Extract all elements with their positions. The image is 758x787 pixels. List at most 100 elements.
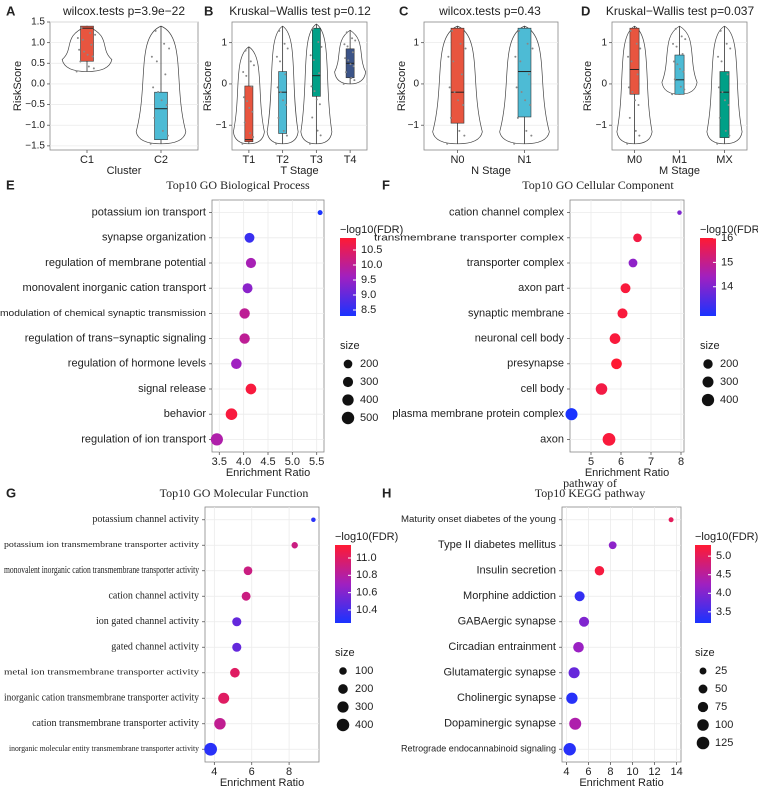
panel-d-xlabel: M Stage xyxy=(659,165,700,177)
panel-f-dot xyxy=(565,408,578,421)
panel-h-dot xyxy=(568,667,580,679)
panel-e-term-label: regulation of hormone levels xyxy=(68,358,207,370)
panel-c-point xyxy=(458,129,461,132)
panel-c-point xyxy=(446,142,449,145)
panel-b-point xyxy=(311,116,314,119)
panel-g-dot xyxy=(214,718,226,730)
panel-g-term-label: gated channel activity xyxy=(111,642,199,653)
panel-b-point xyxy=(317,41,320,44)
panel-e-xtick-label: 3.5 xyxy=(212,456,227,468)
panel-b-ylabel: RiskScore xyxy=(202,61,214,111)
panel-a-point xyxy=(91,55,94,58)
panel-b-point xyxy=(315,98,318,101)
panel-e-color-legend-title: −log10(FDR) xyxy=(340,224,403,236)
panel-h-term-label: Cholinergic synapse xyxy=(457,692,556,704)
panel-c-point xyxy=(526,42,529,45)
panel-d-point xyxy=(719,29,722,32)
panel-g-dot xyxy=(218,692,230,704)
panel-d-point xyxy=(726,73,729,76)
panel-f-term-label: transmembrane transporter complex xyxy=(374,232,564,243)
panel-h-term-label: Circadian entrainment xyxy=(448,641,556,653)
panel-h-dot xyxy=(569,717,582,730)
panel-g-size-key-label: 300 xyxy=(355,701,373,713)
panel-b-point xyxy=(248,106,251,109)
panel-e-color-tick-label: 9.5 xyxy=(361,274,376,286)
panel-g-term-label: potassium channel activity xyxy=(92,514,199,525)
panel-b-xtick-label: T2 xyxy=(276,154,289,166)
panel-c-point xyxy=(453,91,456,94)
panel-b-point xyxy=(344,71,347,74)
panel-f-xtick-label: 5 xyxy=(588,456,594,468)
panel-g-dot xyxy=(232,617,242,627)
panel-b-point xyxy=(283,42,286,45)
panel-b-point xyxy=(353,79,356,82)
panel-g-size-key-label: 400 xyxy=(355,719,373,731)
panel-a-ytick-label: −0.5 xyxy=(25,99,45,110)
panel-e-color-tick-label: 9.0 xyxy=(361,289,376,301)
panel-e-term-label: regulation of trans−synaptic signaling xyxy=(25,333,206,345)
panel-f-size-key xyxy=(703,359,713,369)
panel-label-g: G xyxy=(6,485,16,500)
panel-c-ytick-label: −1 xyxy=(408,120,420,131)
panel-g-dot xyxy=(291,542,298,549)
panel-d-point xyxy=(639,47,642,50)
panel-a-point xyxy=(86,53,89,56)
panel-b-point xyxy=(246,100,249,103)
panel-f-dot xyxy=(617,308,628,319)
panel-d-point xyxy=(629,29,632,32)
panel-d-box-m0 xyxy=(629,27,640,95)
panel-g-term-label: monovalent inorganic cation transmembran… xyxy=(4,565,199,576)
panel-c-plot-area xyxy=(423,21,559,151)
panel-h-color-tick-label: 5.0 xyxy=(716,550,731,562)
panel-b-point xyxy=(285,134,288,137)
panel-c-xlabel: N Stage xyxy=(471,165,511,177)
panel-a-point xyxy=(166,134,169,137)
panel-c-point xyxy=(520,91,523,94)
panel-d-point xyxy=(683,88,686,91)
panel-f-plot-area xyxy=(569,199,685,453)
panel-d-point xyxy=(628,116,631,119)
panel-h-size-key-label: 100 xyxy=(715,719,733,731)
panel-h-xtick-label: 10 xyxy=(626,766,638,778)
panel-f-term-label: axon xyxy=(540,433,564,445)
panel-e-size-key-label: 300 xyxy=(360,376,378,388)
panel-b-ytick-label: −1 xyxy=(216,120,228,131)
panel-c-point xyxy=(463,134,466,137)
panel-e-size-key xyxy=(342,376,354,388)
panel-h-term-label: Maturity onset diabetes of the young xyxy=(401,514,556,524)
panel-g-term-label: cation transmembrane transporter activit… xyxy=(32,718,199,729)
panel-b-point xyxy=(252,64,255,67)
panel-g-color-legend-title: −log10(FDR) xyxy=(335,531,398,543)
panel-d-point xyxy=(626,142,629,145)
panel-a-point xyxy=(153,116,156,119)
panel-g-dot xyxy=(241,591,251,601)
panel-label-c: C xyxy=(399,3,409,18)
panel-d-xtick-label: M0 xyxy=(627,154,642,166)
panel-e-xtick-label: 5.0 xyxy=(285,456,300,468)
panel-b-point xyxy=(351,51,354,54)
panel-d-point xyxy=(727,103,730,106)
panel-f-dot xyxy=(595,383,608,395)
panel-a-point xyxy=(155,60,158,63)
panel-d-point xyxy=(675,45,678,48)
panel-f-color-tick-label: 16 xyxy=(721,232,733,244)
panel-a-point xyxy=(89,31,92,34)
panel-c-box-n1 xyxy=(517,27,532,118)
panel-g-size-key xyxy=(338,684,348,694)
panel-f-dot xyxy=(620,283,631,294)
panel-g-term-label: ion gated channel activity xyxy=(96,616,199,627)
panel-c-box-n0 xyxy=(450,27,465,124)
panel-b-point xyxy=(313,90,316,93)
panel-d-point xyxy=(682,70,685,73)
panel-d-point xyxy=(680,35,683,38)
panel-g-xtick-label: 4 xyxy=(211,766,217,778)
panel-d-point xyxy=(633,99,636,102)
panel-e-term-label: modulation of chemical synaptic transmis… xyxy=(0,308,206,319)
panel-b-point xyxy=(251,110,254,113)
panel-e-title: Top10 GO Biological Process xyxy=(166,178,310,192)
panel-a-point xyxy=(83,50,86,53)
panel-c-point xyxy=(531,47,534,50)
panel-a-box-c2 xyxy=(154,91,168,140)
panel-b-point xyxy=(352,65,355,68)
panel-f-color-tick-label: 15 xyxy=(721,256,733,268)
